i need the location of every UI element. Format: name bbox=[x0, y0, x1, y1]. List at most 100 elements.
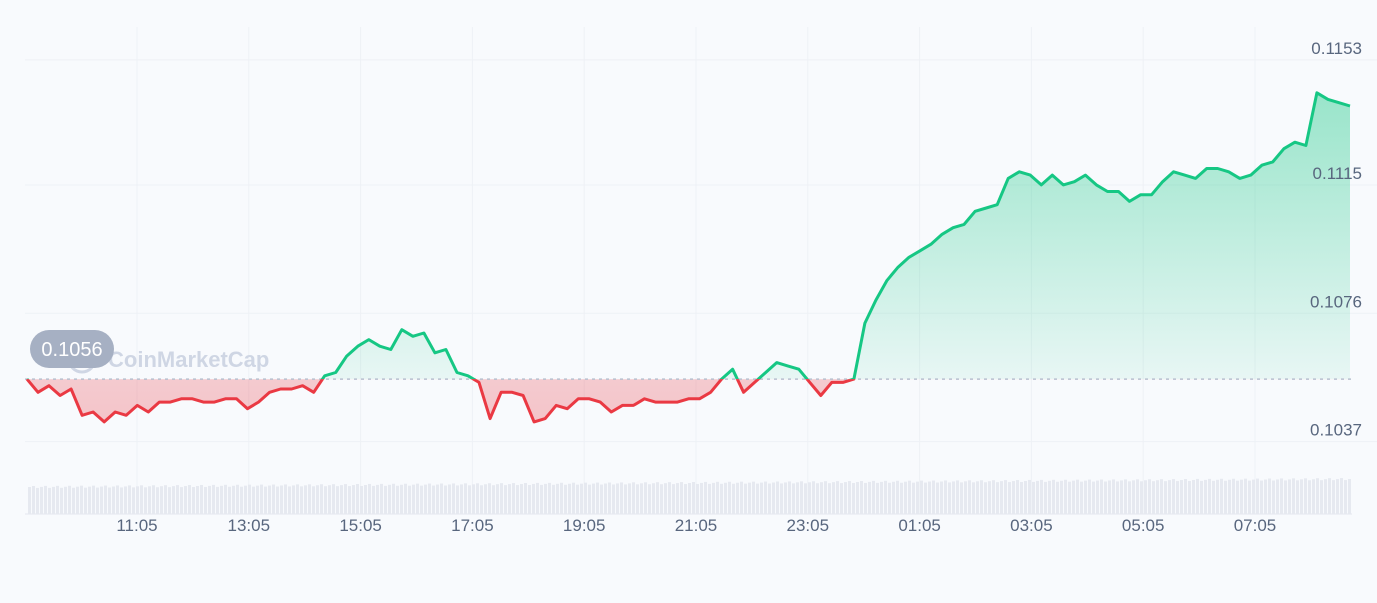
volume-bar bbox=[860, 480, 863, 514]
volume-bar bbox=[664, 483, 667, 514]
volume-bar bbox=[548, 482, 551, 514]
volume-bar bbox=[380, 483, 383, 514]
volume-bar bbox=[572, 482, 575, 514]
volume-bar bbox=[1248, 480, 1251, 514]
volume-bar bbox=[1296, 480, 1299, 514]
volume-bar bbox=[832, 482, 835, 514]
volume-bar bbox=[404, 483, 407, 514]
volume-bar bbox=[1200, 480, 1203, 514]
watermark-text: CoinMarketCap bbox=[108, 347, 269, 372]
volume-bar bbox=[544, 483, 547, 514]
volume-bar bbox=[100, 486, 103, 514]
volume-bar bbox=[792, 483, 795, 514]
volume-bar bbox=[72, 487, 75, 514]
volume-bar bbox=[472, 484, 475, 514]
volume-bar bbox=[1216, 479, 1219, 514]
volume-bar bbox=[916, 481, 919, 514]
volume-bar bbox=[908, 480, 911, 514]
area-fills bbox=[27, 92, 1350, 422]
volume-bar bbox=[992, 480, 995, 514]
x-tick-label: 13:05 bbox=[228, 516, 271, 535]
volume-bar bbox=[432, 485, 435, 514]
volume-bar bbox=[136, 486, 139, 514]
price-line-above bbox=[27, 91, 1351, 380]
volume-bar bbox=[84, 487, 87, 514]
volume-bar bbox=[436, 484, 439, 514]
volume-bar bbox=[888, 482, 891, 514]
volume-bar bbox=[60, 487, 63, 514]
volume-bar bbox=[1140, 481, 1143, 514]
volume-bar bbox=[512, 483, 515, 514]
volume-bar bbox=[276, 486, 279, 514]
volume-bar bbox=[524, 483, 527, 514]
volume-bar bbox=[608, 482, 611, 514]
volume-bar bbox=[552, 484, 555, 514]
volume-bar bbox=[1024, 480, 1027, 514]
price-lines bbox=[25, 91, 1351, 424]
volume-bar bbox=[176, 485, 179, 514]
volume-bar bbox=[672, 484, 675, 514]
volume-bar bbox=[1280, 478, 1283, 514]
volume-bar bbox=[252, 486, 255, 514]
volume-bar bbox=[232, 485, 235, 514]
volume-bar bbox=[124, 486, 127, 514]
volume-bar bbox=[768, 483, 771, 514]
volume-bar bbox=[356, 484, 359, 514]
volume-bar bbox=[1088, 479, 1091, 514]
volume-bar bbox=[628, 483, 631, 514]
y-tick-label: 0.1076 bbox=[1310, 292, 1362, 311]
volume-bar bbox=[644, 482, 647, 514]
volume-bar bbox=[836, 481, 839, 514]
volume-bar bbox=[504, 485, 507, 514]
volume-bar bbox=[312, 486, 315, 514]
volume-bar bbox=[1012, 481, 1015, 514]
volume-bar bbox=[508, 484, 511, 514]
volume-bar bbox=[1028, 479, 1031, 514]
volume-bar bbox=[604, 483, 607, 514]
volume-bar bbox=[1236, 480, 1239, 514]
volume-bar bbox=[420, 485, 423, 514]
volume-bar bbox=[28, 487, 31, 514]
volume-bar bbox=[808, 482, 811, 514]
volume-bar bbox=[428, 483, 431, 514]
volume-bar bbox=[1152, 481, 1155, 514]
volume-bar bbox=[424, 484, 427, 514]
volume-bar bbox=[160, 486, 163, 514]
volume-bar bbox=[904, 481, 907, 514]
volume-bar bbox=[964, 481, 967, 514]
volume-bar bbox=[348, 486, 351, 514]
volume-bar bbox=[612, 484, 615, 514]
volume-bar bbox=[464, 483, 467, 514]
volume-bar bbox=[408, 485, 411, 514]
volume-bar bbox=[1036, 480, 1039, 514]
volume-bar bbox=[268, 485, 271, 514]
volume-bar bbox=[876, 482, 879, 514]
volume-bar bbox=[444, 485, 447, 514]
volume-bar bbox=[884, 480, 887, 514]
volume-bar bbox=[812, 481, 815, 514]
volume-bar bbox=[76, 486, 79, 514]
x-tick-label: 19:05 bbox=[563, 516, 606, 535]
price-badge-label: 0.1056 bbox=[41, 339, 102, 361]
volume-bar bbox=[784, 482, 787, 514]
volume-bar bbox=[1060, 480, 1063, 514]
volume-bar bbox=[1196, 478, 1199, 514]
volume-bar bbox=[896, 480, 899, 514]
volume-bar bbox=[168, 487, 171, 514]
volume-bar bbox=[1340, 478, 1343, 514]
volume-bar bbox=[1092, 481, 1095, 514]
volume-bar bbox=[1148, 479, 1151, 514]
volume-bar bbox=[1212, 480, 1215, 514]
reference-price-badge: 0.1056 bbox=[30, 330, 114, 368]
volume-bar bbox=[192, 487, 195, 514]
volume-bar bbox=[1332, 480, 1335, 514]
volume-bar bbox=[448, 484, 451, 514]
volume-bar bbox=[376, 484, 379, 514]
volume-bar bbox=[1304, 478, 1307, 514]
volume-bar bbox=[560, 482, 563, 514]
volume-bar bbox=[1252, 479, 1255, 514]
volume-bar bbox=[668, 482, 671, 514]
volume-bar bbox=[788, 481, 791, 514]
